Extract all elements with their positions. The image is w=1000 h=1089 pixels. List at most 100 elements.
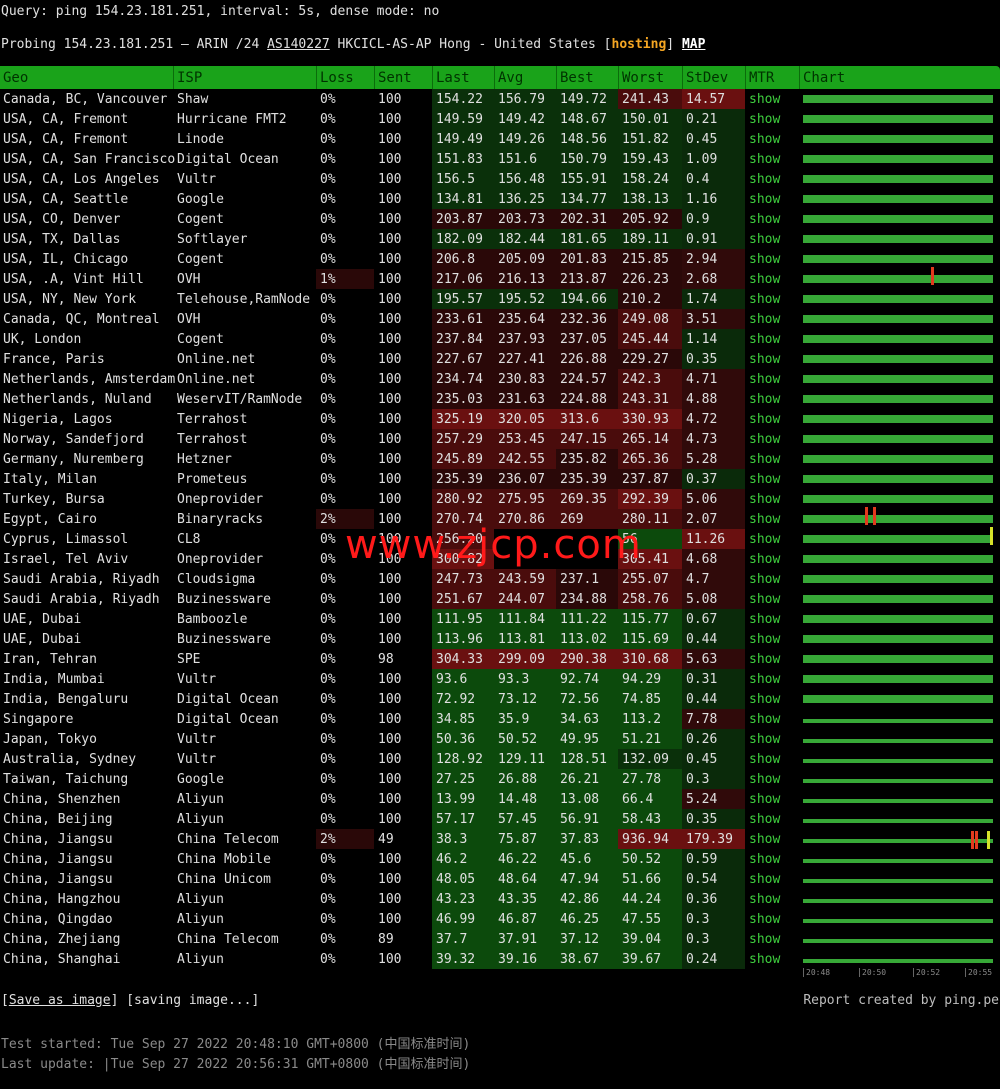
last-cell: 156.5 bbox=[436, 172, 476, 187]
mtr-show-link[interactable]: show bbox=[749, 652, 781, 667]
latency-heat bbox=[618, 929, 682, 949]
mtr-show-link[interactable]: show bbox=[749, 132, 781, 147]
mtr-show-link[interactable]: show bbox=[749, 692, 781, 707]
best-cell: 46.25 bbox=[560, 912, 600, 927]
mtr-show-link[interactable]: show bbox=[749, 252, 781, 267]
worst-cell: 205.92 bbox=[622, 212, 669, 227]
mtr-show-link[interactable]: show bbox=[749, 872, 781, 887]
stdev-cell: 179.39 bbox=[686, 832, 733, 847]
stdev-cell: 0.45 bbox=[686, 752, 718, 767]
mtr-show-link[interactable]: show bbox=[749, 932, 781, 947]
loss-cell: 0% bbox=[320, 852, 336, 867]
worst-cell: 265.14 bbox=[622, 432, 669, 447]
latency-sparkline bbox=[803, 779, 993, 783]
mtr-show-link[interactable]: show bbox=[749, 592, 781, 607]
header-worst[interactable]: Worst bbox=[622, 70, 665, 86]
mtr-show-link[interactable]: show bbox=[749, 92, 781, 107]
header-sent[interactable]: Sent bbox=[378, 70, 412, 86]
stdev-cell: 1.09 bbox=[686, 152, 718, 167]
latency-heat bbox=[618, 789, 682, 809]
mtr-show-link[interactable]: show bbox=[749, 412, 781, 427]
latency-sparkline bbox=[803, 267, 993, 285]
mtr-show-link[interactable]: show bbox=[749, 732, 781, 747]
save-as-image-link[interactable]: Save as image bbox=[8, 993, 111, 1008]
avg-cell: 230.83 bbox=[498, 372, 545, 387]
geo-cell: China, Qingdao bbox=[3, 912, 113, 927]
mtr-show-link[interactable]: show bbox=[749, 752, 781, 767]
header-stdev[interactable]: StDev bbox=[686, 70, 729, 86]
mtr-show-link[interactable]: show bbox=[749, 432, 781, 447]
sent-cell: 100 bbox=[378, 172, 402, 187]
mtr-show-link[interactable]: show bbox=[749, 392, 781, 407]
mtr-show-link[interactable]: show bbox=[749, 672, 781, 687]
mtr-show-link[interactable]: show bbox=[749, 892, 781, 907]
stdev-cell: 11.26 bbox=[686, 532, 726, 547]
map-link[interactable]: MAP bbox=[681, 37, 706, 52]
mtr-show-link[interactable]: show bbox=[749, 272, 781, 287]
mtr-show-link[interactable]: show bbox=[749, 712, 781, 727]
mtr-show-link[interactable]: show bbox=[749, 832, 781, 847]
mtr-show-link[interactable]: show bbox=[749, 372, 781, 387]
worst-cell: 330.93 bbox=[622, 412, 669, 427]
mtr-show-link[interactable]: show bbox=[749, 292, 781, 307]
table-row: Taiwan, Taichung Google 0% 100 27.25 26.88 26.… bbox=[0, 769, 1000, 789]
stdev-heat bbox=[682, 189, 745, 209]
header-geo[interactable]: Geo bbox=[3, 70, 29, 86]
mtr-show-link[interactable]: show bbox=[749, 612, 781, 627]
stdev-cell: 0.31 bbox=[686, 672, 718, 687]
stdev-cell: 7.78 bbox=[686, 712, 718, 727]
mtr-show-link[interactable]: show bbox=[749, 852, 781, 867]
isp-cell: Online.net bbox=[177, 352, 256, 367]
mtr-show-link[interactable]: show bbox=[749, 772, 781, 787]
table-row: India, Mumbai Vultr 0% 100 93.6 93.3 92.74 94.2… bbox=[0, 669, 1000, 689]
header-loss[interactable]: Loss bbox=[320, 70, 354, 86]
mtr-show-link[interactable]: show bbox=[749, 532, 781, 547]
header-avg[interactable]: Avg bbox=[498, 70, 524, 86]
stdev-cell: 4.7 bbox=[686, 572, 710, 587]
test-started: Test started: Tue Sep 27 2022 20:48:10 G… bbox=[1, 1037, 471, 1052]
mtr-show-link[interactable]: show bbox=[749, 212, 781, 227]
asn-link[interactable]: AS140227 bbox=[267, 37, 330, 52]
latency-heat bbox=[556, 149, 618, 169]
header-best[interactable]: Best bbox=[560, 70, 594, 86]
mtr-show-link[interactable]: show bbox=[749, 812, 781, 827]
latency-sparkline bbox=[803, 295, 993, 303]
avg-cell: 195.52 bbox=[498, 292, 545, 307]
latency-heat bbox=[618, 609, 682, 629]
latency-heat bbox=[494, 309, 556, 329]
latency-heat bbox=[618, 829, 682, 849]
mtr-show-link[interactable]: show bbox=[749, 192, 781, 207]
mtr-show-link[interactable]: show bbox=[749, 792, 781, 807]
latency-heat bbox=[494, 629, 556, 649]
worst-cell: 115.77 bbox=[622, 612, 669, 627]
latency-heat bbox=[432, 749, 494, 769]
mtr-show-link[interactable]: show bbox=[749, 352, 781, 367]
mtr-show-link[interactable]: show bbox=[749, 632, 781, 647]
mtr-show-link[interactable]: show bbox=[749, 232, 781, 247]
table-row: Italy, Milan Prometeus 0% 100 235.39 236.07 23… bbox=[0, 469, 1000, 489]
mtr-show-link[interactable]: show bbox=[749, 452, 781, 467]
mtr-show-link[interactable]: show bbox=[749, 112, 781, 127]
mtr-show-link[interactable]: show bbox=[749, 172, 781, 187]
mtr-show-link[interactable]: show bbox=[749, 912, 781, 927]
mtr-show-link[interactable]: show bbox=[749, 152, 781, 167]
sent-cell: 49 bbox=[378, 832, 394, 847]
mtr-show-link[interactable]: show bbox=[749, 472, 781, 487]
mtr-show-link[interactable]: show bbox=[749, 952, 781, 967]
latency-heat bbox=[556, 889, 618, 909]
best-cell: 194.66 bbox=[560, 292, 607, 307]
worst-cell: 51.66 bbox=[622, 872, 662, 887]
mtr-show-link[interactable]: show bbox=[749, 552, 781, 567]
latency-heat bbox=[432, 469, 494, 489]
latency-heat bbox=[494, 889, 556, 909]
mtr-show-link[interactable]: show bbox=[749, 572, 781, 587]
isp-cell: OVH bbox=[177, 272, 201, 287]
mtr-show-link[interactable]: show bbox=[749, 512, 781, 527]
header-last[interactable]: Last bbox=[436, 70, 470, 86]
mtr-show-link[interactable]: show bbox=[749, 332, 781, 347]
worst-cell: 113.2 bbox=[622, 712, 662, 727]
mtr-show-link[interactable]: show bbox=[749, 492, 781, 507]
header-isp[interactable]: ISP bbox=[177, 70, 203, 86]
stdev-heat bbox=[682, 709, 745, 729]
mtr-show-link[interactable]: show bbox=[749, 312, 781, 327]
